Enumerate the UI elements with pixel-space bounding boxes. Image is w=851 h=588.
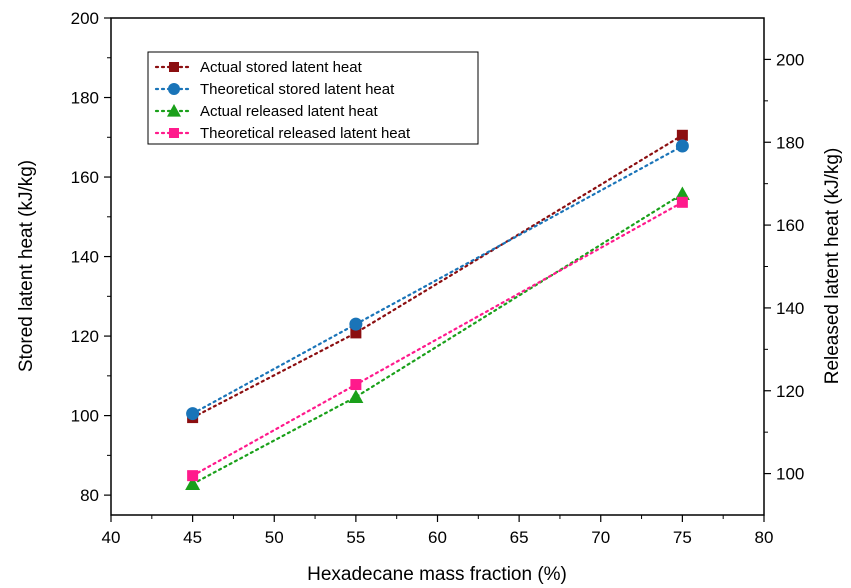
series-line xyxy=(191,134,684,419)
x-tick-label: 65 xyxy=(510,528,529,547)
data-point xyxy=(675,139,689,153)
x-tick-label: 45 xyxy=(183,528,202,547)
series-line xyxy=(191,192,684,486)
y-right-tick-label: 180 xyxy=(776,133,804,152)
y-left-tick-label: 140 xyxy=(71,248,99,267)
series-lines xyxy=(191,134,684,486)
x-tick-label: 40 xyxy=(102,528,121,547)
series-line xyxy=(191,201,684,477)
x-tick-label: 80 xyxy=(755,528,774,547)
x-tick-label: 60 xyxy=(428,528,447,547)
data-point xyxy=(676,129,688,141)
y-left-axis-title: Stored latent heat (kJ/kg) xyxy=(16,160,37,372)
data-point xyxy=(348,389,364,403)
legend-label: Actual released latent heat xyxy=(200,103,378,120)
series-line xyxy=(191,144,684,415)
data-point xyxy=(350,379,362,391)
legend-marker xyxy=(169,62,179,72)
data-point xyxy=(185,476,201,490)
data-point xyxy=(187,470,199,482)
data-point xyxy=(350,327,362,339)
x-tick-label: 75 xyxy=(673,528,692,547)
legend-label: Theoretical released latent heat xyxy=(200,125,411,142)
y-left-tick-label: 160 xyxy=(71,168,99,187)
data-point xyxy=(674,186,690,201)
y-left-tick-label: 180 xyxy=(71,89,99,108)
y-left-tick-label: 100 xyxy=(71,407,99,426)
markers xyxy=(185,129,690,490)
y-right-tick-label: 140 xyxy=(776,299,804,318)
legend-label: Actual stored latent heat xyxy=(200,59,363,76)
legend-box xyxy=(147,51,479,145)
y-left-tick-label: 80 xyxy=(80,486,99,505)
x-axis-title: Hexadecane mass fraction (%) xyxy=(307,564,567,585)
y-right-tick-label: 200 xyxy=(776,50,804,69)
data-point xyxy=(186,407,200,421)
ticks: 40 45 50 55 60 65 70 75 80 80 100 120 140 160 180 200 10… xyxy=(71,9,805,547)
x-tick-label: 55 xyxy=(346,528,365,547)
y-right-tick-label: 100 xyxy=(776,465,804,484)
y-right-tick-label: 160 xyxy=(776,216,804,235)
legend-marker xyxy=(169,128,179,138)
y-left-tick-label: 200 xyxy=(71,9,99,28)
y-right-tick-label: 120 xyxy=(776,382,804,401)
data-point xyxy=(676,196,688,208)
legend-marker xyxy=(167,104,181,117)
data-point xyxy=(349,317,363,331)
legend: Actual stored latent heat Theoretical sto… xyxy=(147,51,479,145)
legend-marker xyxy=(168,83,180,95)
legend-label: Theoretical stored latent heat xyxy=(200,81,395,98)
y-left-tick-label: 120 xyxy=(71,327,99,346)
y-right-axis-title: Released latent heat (kJ/kg) xyxy=(822,148,843,385)
x-tick-label: 70 xyxy=(591,528,610,547)
x-tick-label: 50 xyxy=(265,528,284,547)
